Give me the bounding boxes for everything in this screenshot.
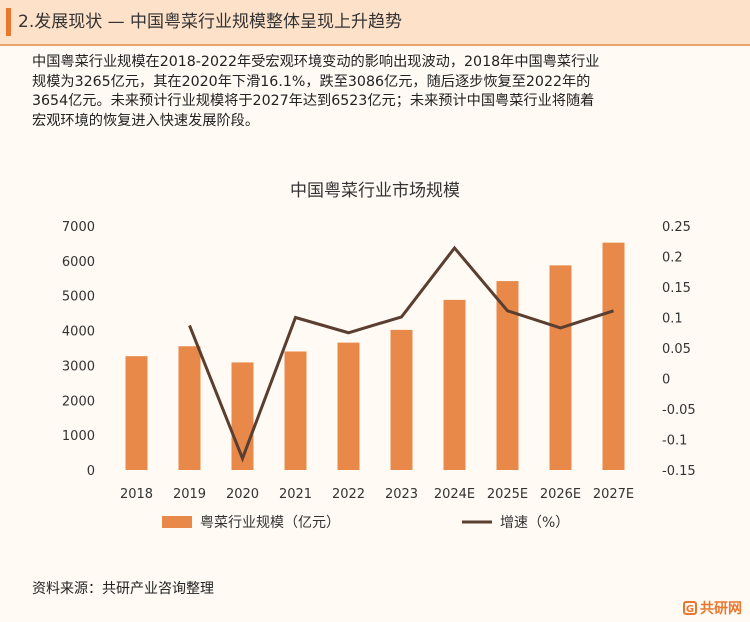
x-tick-label: 2027E bbox=[593, 487, 634, 502]
y-right-tick-label: 0 bbox=[662, 373, 670, 388]
line-series bbox=[188, 245, 614, 463]
y-left-tick-label: 0 bbox=[87, 464, 95, 479]
chart-title: 中国粤菜行业市场规模 bbox=[290, 181, 460, 201]
bar-series bbox=[125, 242, 625, 470]
bar bbox=[390, 329, 413, 470]
intro-line: 宏观环境的恢复进入快速发展阶段。 bbox=[32, 112, 260, 129]
bar bbox=[284, 351, 307, 470]
y-right-tick-label: -0.05 bbox=[662, 403, 696, 418]
logo-text: 共研网 bbox=[700, 601, 742, 617]
legend-bar-label: 粤菜行业规模（亿元） bbox=[200, 515, 340, 531]
bar bbox=[125, 356, 148, 470]
bar bbox=[231, 362, 254, 470]
x-tick-label: 2019 bbox=[173, 487, 206, 502]
x-tick-label: 2021 bbox=[279, 487, 312, 502]
bar bbox=[443, 299, 466, 470]
intro-line: 中国粤菜行业规模在2018-2022年受宏观环境变动的影响出现波动，2018年中… bbox=[32, 54, 600, 70]
x-tick-label: 2022 bbox=[332, 487, 365, 502]
header-accent-bar bbox=[6, 8, 11, 36]
x-tick-label: 2023 bbox=[385, 487, 418, 502]
y-right-tick-label: -0.15 bbox=[662, 464, 696, 479]
x-tick-label: 2026E bbox=[540, 487, 581, 502]
intro-line: 规模为3265亿元，其在2020年下滑16.1%，跌至3086亿元，随后逐步恢复… bbox=[32, 73, 591, 90]
intro-paragraph: 中国粤菜行业规模在2018-2022年受宏观环境变动的影响出现波动，2018年中… bbox=[32, 53, 732, 131]
x-tick-label: 2020 bbox=[226, 487, 259, 502]
bar bbox=[602, 242, 625, 470]
y-right-tick-label: -0.1 bbox=[662, 434, 687, 449]
page-title: 2.发展现状 — 中国粤菜行业规模整体呈现上升趋势 bbox=[18, 12, 403, 32]
bar bbox=[178, 346, 201, 470]
y-right-tick-label: 0.25 bbox=[662, 220, 691, 235]
brand-logo: G 共研网 bbox=[683, 598, 742, 618]
x-tick-label: 2025E bbox=[487, 487, 528, 502]
chart-legend: 粤菜行业规模（亿元） 增速（%） bbox=[162, 515, 569, 531]
y-left-tick-label: 5000 bbox=[62, 290, 95, 305]
x-axis: 2018 2019 2020 2021 2022 2023 2024E 2025E 2026E 2… bbox=[120, 487, 634, 502]
x-tick-label: 2024E bbox=[434, 487, 475, 502]
bar bbox=[337, 342, 360, 470]
intro-line: 3654亿元。未来预计行业规模将于2027年达到6523亿元；未来预计中国粤菜行… bbox=[32, 93, 595, 109]
y-left-tick-label: 3000 bbox=[62, 359, 95, 374]
logo-icon: G bbox=[683, 601, 697, 615]
legend-bar-swatch bbox=[162, 516, 192, 528]
y-right-tick-label: 0.1 bbox=[662, 312, 683, 327]
y-left-axis: 0 1000 2000 3000 4000 5000 6000 7000 bbox=[62, 220, 95, 479]
y-right-tick-label: 0.05 bbox=[662, 342, 691, 357]
x-tick-label: 2018 bbox=[120, 487, 153, 502]
y-right-tick-label: 0.2 bbox=[662, 251, 683, 266]
y-right-tick-label: 0.15 bbox=[662, 281, 691, 296]
y-left-tick-label: 2000 bbox=[62, 394, 95, 409]
y-right-axis: -0.15 -0.1 -0.05 0 0.05 0.1 0.15 0.2 0.25 bbox=[662, 220, 696, 479]
source-note: 资料来源：共研产业咨询整理 bbox=[32, 581, 214, 597]
y-left-tick-label: 7000 bbox=[62, 220, 95, 235]
y-left-tick-label: 6000 bbox=[62, 255, 95, 270]
y-left-tick-label: 4000 bbox=[62, 325, 95, 340]
bar bbox=[496, 281, 519, 470]
combo-chart: 中国粤菜行业市场规模 0 1000 2000 3000 4000 5000 6000 7000… bbox=[62, 181, 696, 531]
section-header: 2.发展现状 — 中国粤菜行业规模整体呈现上升趋势 bbox=[0, 0, 750, 46]
legend-line-label: 增速（%） bbox=[500, 515, 569, 531]
bar bbox=[549, 265, 572, 470]
y-left-tick-label: 1000 bbox=[62, 429, 95, 444]
